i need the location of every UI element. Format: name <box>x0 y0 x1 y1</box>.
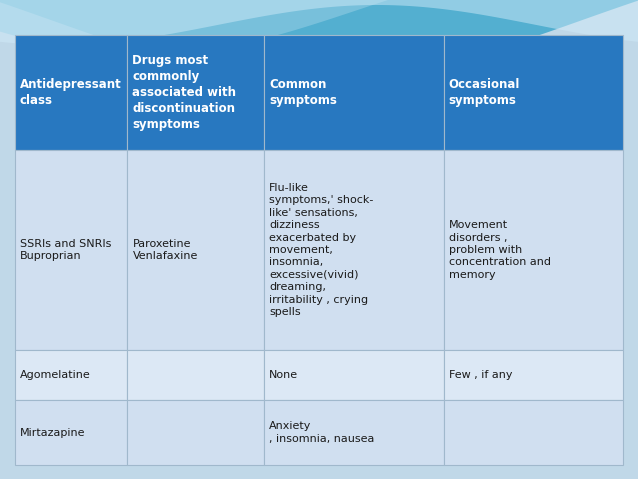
Text: Common
symptoms: Common symptoms <box>269 78 337 107</box>
Text: Anxiety
, insomnia, nausea: Anxiety , insomnia, nausea <box>269 422 375 444</box>
Bar <box>443 35 623 150</box>
Bar <box>128 150 264 350</box>
Text: SSRIs and SNRIs
Buproprian: SSRIs and SNRIs Buproprian <box>20 239 112 261</box>
Bar <box>264 350 443 400</box>
Text: Flu-like
symptoms,' shock-
like' sensations,
dizziness
exacerbated by
movement,
: Flu-like symptoms,' shock- like' sensati… <box>269 183 374 317</box>
Bar <box>443 400 623 465</box>
Bar <box>128 350 264 400</box>
Text: Mirtazapine: Mirtazapine <box>20 427 85 437</box>
Text: Paroxetine
Venlafaxine: Paroxetine Venlafaxine <box>133 239 198 261</box>
Bar <box>264 35 443 150</box>
Bar <box>15 35 128 150</box>
Polygon shape <box>0 0 638 80</box>
Bar <box>128 35 264 150</box>
Bar <box>264 150 443 350</box>
Bar <box>264 400 443 465</box>
Bar <box>128 400 264 465</box>
Text: Movement
disorders ,
problem with
concentration and
memory: Movement disorders , problem with concen… <box>449 220 551 280</box>
Polygon shape <box>0 0 638 55</box>
Text: Few , if any: Few , if any <box>449 370 512 380</box>
Bar <box>15 150 128 350</box>
Bar <box>15 350 128 400</box>
Text: Antidepressant
class: Antidepressant class <box>20 78 122 107</box>
Text: Agomelatine: Agomelatine <box>20 370 91 380</box>
Bar <box>443 350 623 400</box>
Bar <box>15 400 128 465</box>
Text: None: None <box>269 370 299 380</box>
Polygon shape <box>0 0 638 45</box>
Text: Occasional
symptoms: Occasional symptoms <box>449 78 520 107</box>
Bar <box>443 150 623 350</box>
Text: Drugs most
commonly
associated with
discontinuation
symptoms: Drugs most commonly associated with disc… <box>133 54 237 131</box>
